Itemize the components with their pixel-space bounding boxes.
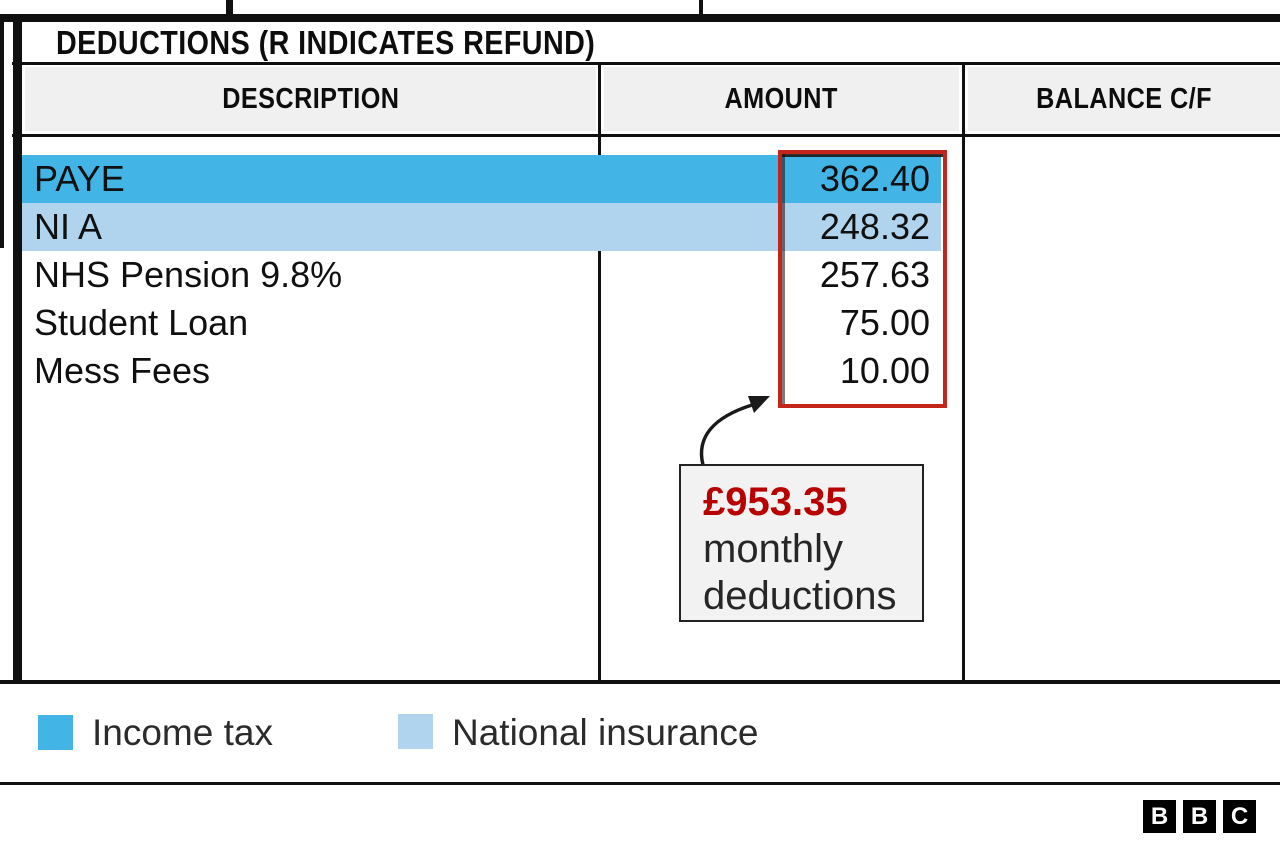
monthly-deductions-callout: £953.35 monthly deductions xyxy=(679,464,924,622)
payslip-top-cell-divider-right xyxy=(699,0,703,14)
payslip-left-outer-border xyxy=(0,22,4,248)
payslip-top-border xyxy=(0,14,1280,22)
payslip-left-border xyxy=(13,14,22,684)
bbc-logo-block-2: B xyxy=(1183,800,1216,833)
header-row-bottom-border xyxy=(12,134,1280,137)
amount-annotation-red-box xyxy=(778,150,947,408)
bbc-logo-block-3: C xyxy=(1223,800,1256,833)
payslip-top-cell-divider-left xyxy=(226,0,233,14)
row-amount-mess-fees: 10.00 xyxy=(839,350,930,391)
callout-arrow xyxy=(699,396,770,466)
legend-label-income-tax: Income tax xyxy=(92,712,273,753)
callout-word-deductions: deductions xyxy=(703,574,897,618)
legend-label-national-insurance: National insurance xyxy=(452,712,759,753)
column-header-amount: AMOUNT xyxy=(604,67,959,131)
footer-divider-line xyxy=(0,782,1280,785)
column-header-balance-cf: BALANCE C/F xyxy=(968,67,1280,131)
row-amount-student-loan: 75.00 xyxy=(839,302,930,343)
row-amount-paye: 362.40 xyxy=(819,158,930,199)
row-description-nhs-pension: NHS Pension 9.8% xyxy=(34,254,343,295)
row-description-student-loan: Student Loan xyxy=(34,302,249,343)
column-divider-amount-balance xyxy=(962,65,965,684)
row-description-paye: PAYE xyxy=(34,158,125,199)
section-title-text: DEDUCTIONS (R INDICATES REFUND) xyxy=(56,24,596,61)
row-description-ni-a: NI A xyxy=(34,206,103,247)
callout-arrow-curve xyxy=(699,403,753,466)
column-header-description: DESCRIPTION xyxy=(25,67,596,131)
section-title: DEDUCTIONS (R INDICATES REFUND) xyxy=(56,24,676,62)
column-divider-description-amount xyxy=(598,65,601,684)
bbc-logo-block-1: B xyxy=(1143,800,1176,833)
row-amount-nhs-pension: 257.63 xyxy=(819,254,930,295)
callout-word-monthly: monthly xyxy=(703,527,844,571)
row-description-mess-fees: Mess Fees xyxy=(34,350,211,391)
callout-total-value: £953.35 xyxy=(703,480,848,524)
payslip-bottom-border xyxy=(0,680,1280,684)
highlight-national-insurance-row xyxy=(22,203,941,251)
legend-swatch-income-tax xyxy=(38,715,73,750)
highlight-income-tax-row xyxy=(22,155,941,203)
callout-arrow-head xyxy=(748,396,770,413)
legend-swatch-national-insurance xyxy=(398,714,433,749)
header-row-top-border xyxy=(12,62,1280,65)
row-amount-ni-a: 248.32 xyxy=(819,206,930,247)
